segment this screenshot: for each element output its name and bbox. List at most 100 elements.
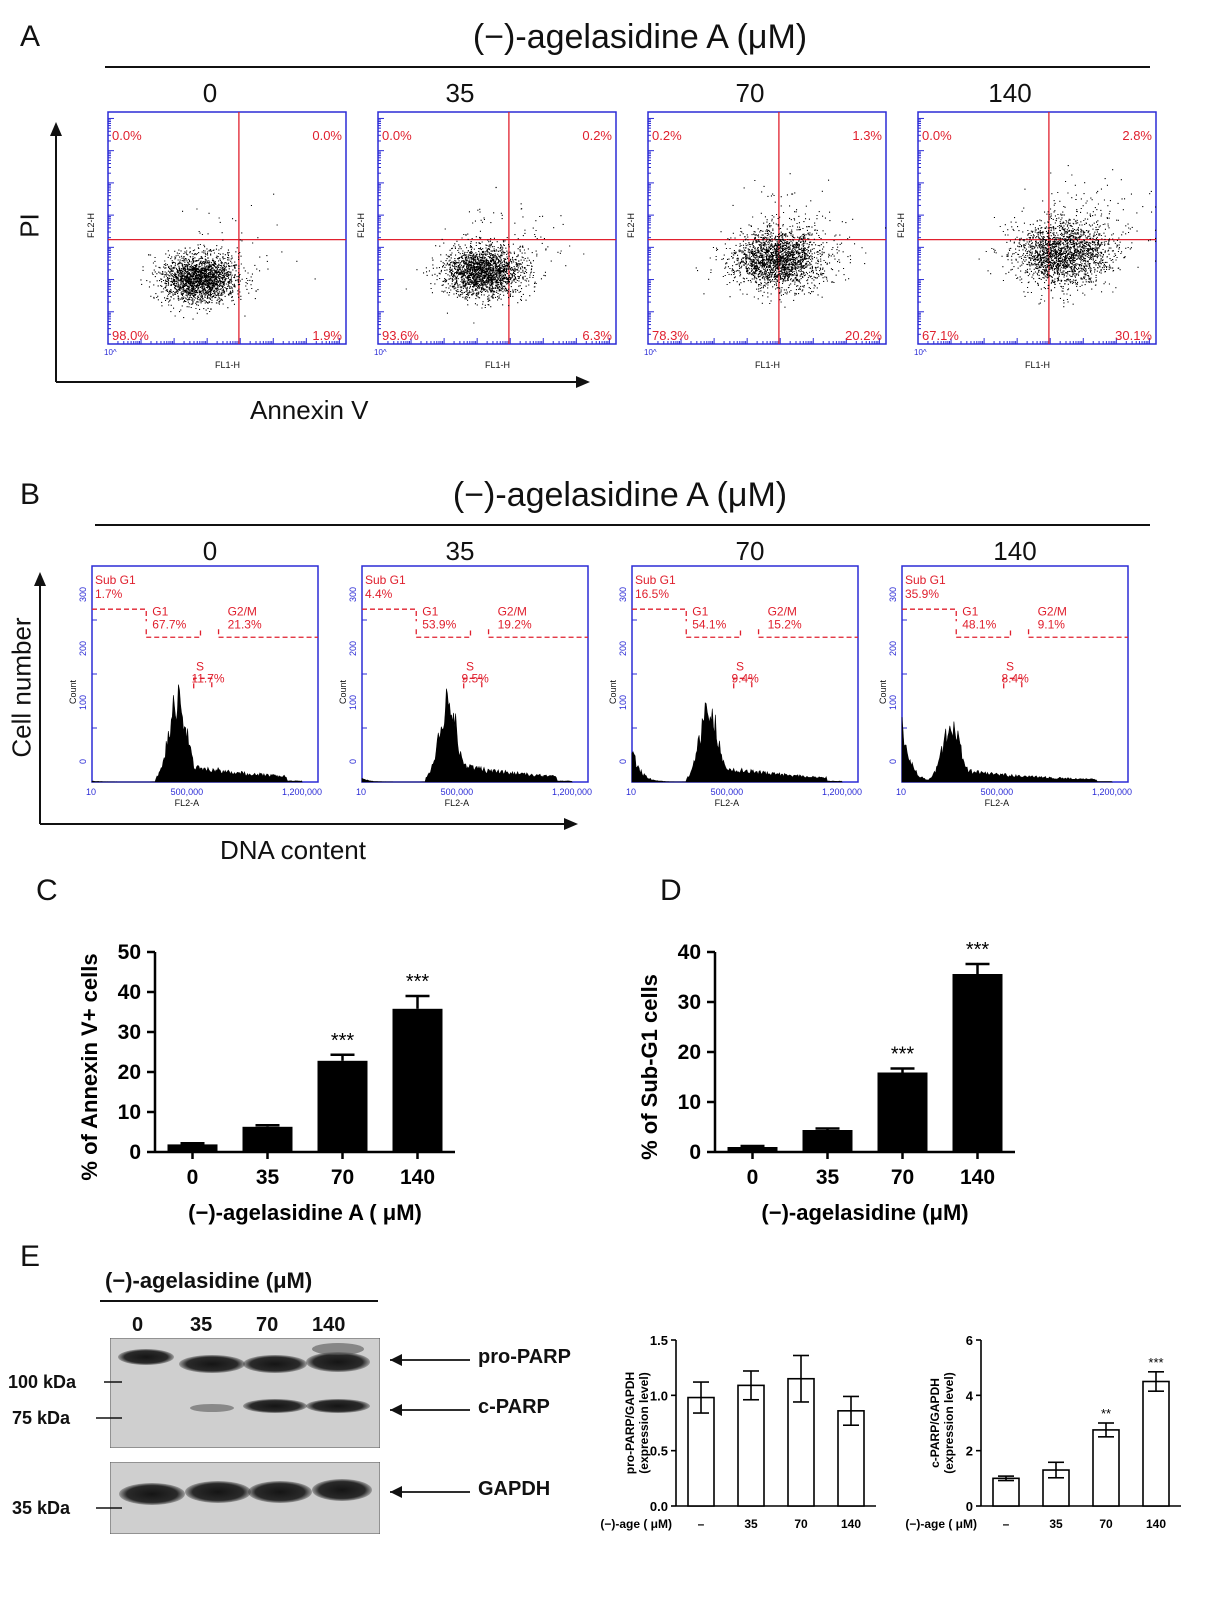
gate-subg1-value: 16.5% [635,587,669,601]
chart-ylabel: pro-PARP/GAPDH [623,1372,637,1474]
hist-ytick-label: 200 [888,641,898,656]
chart-ylabel: % of Sub-G1 cells [637,974,662,1160]
blot-rule [100,1300,378,1302]
significance-label: *** [891,1044,915,1066]
hist-xlabel: FL2-A [985,798,1010,808]
bar [242,1126,293,1152]
scatter-xlabel: FL1-H [755,360,780,370]
quadrant-ul-label: 0.2% [652,128,682,143]
scatter-xlabel: FL1-H [1025,360,1050,370]
y-tick-label: 4 [966,1388,974,1403]
bar [802,1130,853,1152]
scatter-xlabel: FL1-H [485,360,510,370]
panel-a-xlabel: Annexin V [250,395,369,425]
marker-100: 100 kDa [8,1372,77,1392]
quadrant-ll-label: 67.1% [922,328,959,343]
gate-s [733,677,753,689]
gate-s-value: 9.4% [731,671,759,685]
hist-ytick-label: 0 [78,759,88,764]
gate-g2m-name: G2/M [498,604,527,618]
scatter-frame [107,111,347,345]
hist-xtick-label: 10 [356,787,366,797]
y-tick-label: 0.5 [650,1444,668,1459]
gate-subg1-name: Sub G1 [365,573,406,587]
marker-ticks [96,1381,122,1509]
scatter-plot-0: 10^ 0.0% 0.0% 98.0% 1.9% FL1-H FL2-H [82,108,357,388]
gate-g2m-value: 15.2% [768,617,802,631]
panel-a-ylabel: PI [14,213,45,238]
gate-g1-name: G1 [692,604,708,618]
hist-ylabel: Count [68,679,78,704]
hist-xtick-label: 500,000 [171,787,204,797]
y-tick-label: 0.0 [650,1499,668,1514]
gate-subg1-value: 1.7% [95,587,123,601]
significance-label: *** [1148,1355,1163,1370]
quadrant-ur-label: 2.8% [1122,128,1152,143]
x-tick-label: 0 [187,1166,199,1189]
gate-g1-value: 54.1% [692,617,726,631]
gate-subg1-name: Sub G1 [95,573,136,587]
x-tick-label: 35 [744,1517,758,1531]
x-tick-label: 70 [794,1517,808,1531]
gate-g2m-value: 21.3% [228,617,262,631]
scatter-plot-70: 10^ 0.2% 1.3% 78.3% 20.2% FL1-H FL2-H [622,108,897,388]
panel-a-conc-140: 140 [988,78,1032,108]
gate-subg1-g1 [362,608,472,638]
scatter-ylabel: FL2-H [356,213,366,238]
panel-b-ylabel: Cell number [6,617,37,758]
hist-area [901,717,1114,783]
gate-s-value: 9.5% [461,671,489,685]
histogram-plot-0: 010020030040010500,0001,200,000FL2-ACoun… [62,533,332,820]
hist-frame [91,565,319,783]
hist-ytick-label: 100 [618,695,628,710]
quadrant-lr-label: 1.9% [312,328,342,343]
gate-subg1-value: 4.4% [365,587,393,601]
histogram-plot-70: 010020030040010500,0001,200,000FL2-ACoun… [602,533,872,820]
scatter-events [140,193,316,320]
parp-blot-image [110,1338,380,1448]
y-tick-label: 30 [678,991,701,1014]
hist-area [361,688,573,783]
significance-label: ** [1101,1406,1111,1421]
gate-g1-value: 67.7% [152,617,186,631]
chart-c-svg: 0 10 20 30 40 50 0 35 70 *** 140 *** (−)-agelasidine… [77,941,455,1225]
chart-d: 0 10 20 30 40 0 35 70 *** 140 *** (−)-agelasidine (… [620,930,1060,1235]
gate-subg1-g1 [632,608,742,638]
hist-area [631,702,843,783]
y-tick-label: 10 [678,1091,701,1114]
y-tick-label: 0 [966,1499,973,1514]
x-tick-label: 35 [816,1166,840,1189]
gate-s-name: S [466,659,474,673]
gate-subg1-g1 [902,608,1012,638]
scatter-events [978,165,1157,308]
panel-a-conc-35: 35 [445,78,475,108]
panel-b-outer-axes [34,572,578,830]
marker-35: 35 kDa [12,1498,71,1518]
y-tick-label: 0 [689,1141,701,1164]
chart-e-pro-parp: 0.0 0.5 1.0 1.5 – 35 70 140 (−)-age ( μM) pro-PAR… [600,1330,900,1605]
gate-subg1-name: Sub G1 [905,573,946,587]
bar [687,1396,715,1507]
scatter-frame [917,111,1157,345]
scatter-ylabel: FL2-H [626,213,636,238]
gapdh-blot-image [110,1462,380,1534]
hist-ytick-label: 100 [888,695,898,710]
gate-g2m [757,629,858,638]
scatter-frame [647,111,887,345]
panel-b-conc-0: 0 [202,536,218,566]
chart-c: 0 10 20 30 40 50 0 35 70 *** 140 *** (−)-agelasidine… [60,930,500,1235]
bar [1092,1429,1120,1507]
hist-frame [361,565,589,783]
gate-g2m-name: G2/M [1038,604,1067,618]
scatter-plot-35: 10^ 0.0% 0.2% 93.6% 6.3% FL1-H FL2-H [352,108,627,388]
hist-xtick-label: 10 [896,787,906,797]
scatter-svg-70: 10^ 0.2% 1.3% 78.3% 20.2% FL1-H FL2-H [626,111,887,370]
hist-ytick-label: 300 [888,587,898,602]
hist-ytick-label: 300 [78,587,88,602]
gate-subg1-name: Sub G1 [635,573,676,587]
panel-d-letter: D [660,874,682,907]
bar [952,974,1003,1152]
gate-s [193,677,213,689]
hist-xtick-label: 10 [86,787,96,797]
x-tick-label: 35 [1049,1517,1063,1531]
